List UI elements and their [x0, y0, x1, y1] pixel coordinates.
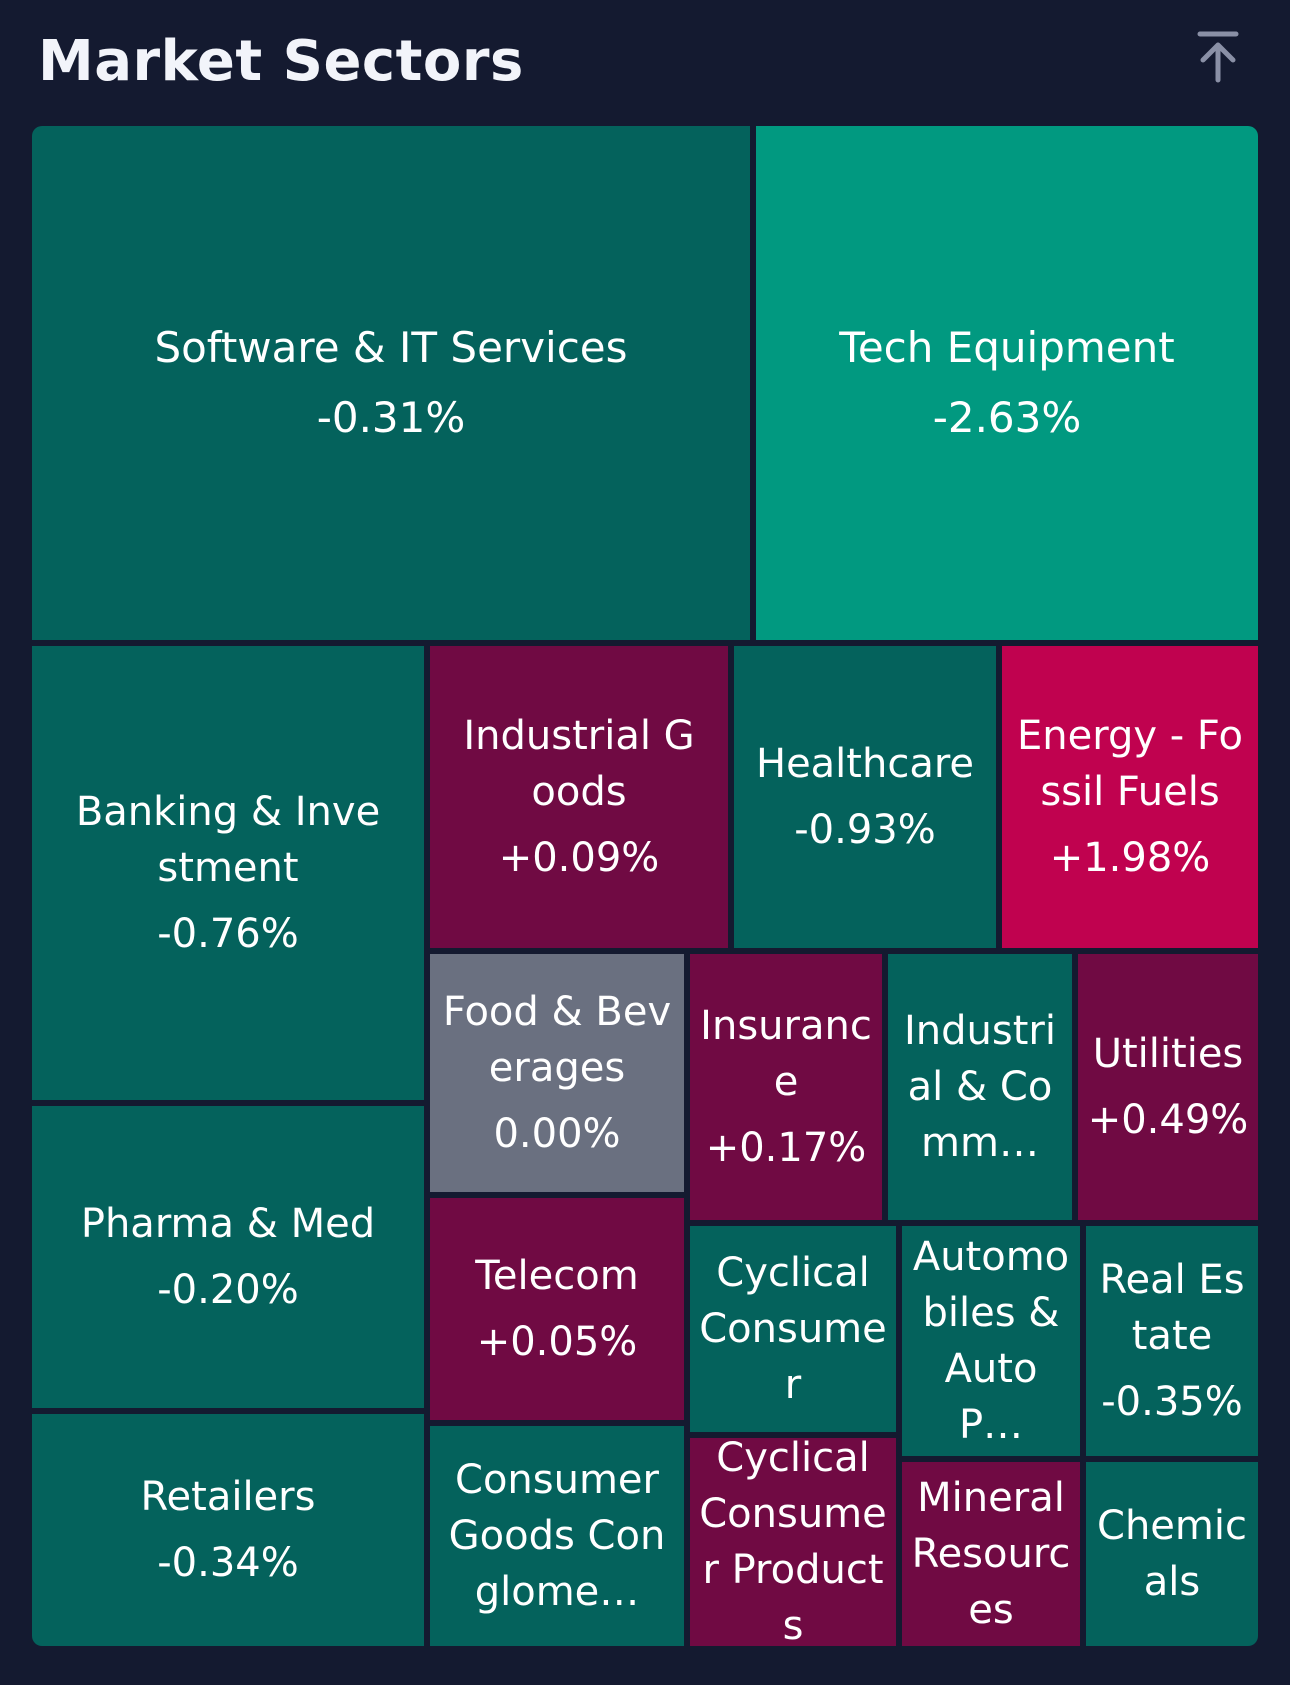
sector-change: -0.76%: [157, 911, 299, 957]
sector-name: Chemicals: [1097, 1503, 1247, 1605]
sector-name: Real Estate: [1099, 1257, 1245, 1359]
sector-name: Software & IT Services: [154, 323, 628, 372]
sector-change: +1.98%: [1049, 835, 1211, 881]
sector-tile-automobiles[interactable]: Automobiles & Auto P…: [902, 1226, 1080, 1456]
sector-change: +0.17%: [705, 1125, 867, 1171]
sector-tile-telecom[interactable]: Telecom +0.05%: [430, 1198, 684, 1420]
sector-change: +0.49%: [1087, 1097, 1249, 1143]
sector-name: Retailers: [140, 1474, 316, 1520]
sector-name: Industrial & Comm…: [904, 1008, 1056, 1166]
sector-name: Automobiles & Auto P…: [912, 1234, 1070, 1448]
sector-tile-insurance[interactable]: Insurance +0.17%: [690, 954, 882, 1220]
sector-tile-real-estate[interactable]: Real Estate -0.35%: [1086, 1226, 1258, 1456]
sector-tile-healthcare[interactable]: Healthcare -0.93%: [734, 646, 996, 948]
sector-change: -0.35%: [1101, 1379, 1243, 1425]
sector-tile-mineral[interactable]: Mineral Resources: [902, 1462, 1080, 1646]
sector-tile-utilities[interactable]: Utilities +0.49%: [1078, 954, 1258, 1220]
sector-name: Pharma & Med: [80, 1201, 376, 1247]
sector-tile-cyclical-products[interactable]: Cyclical Consumer Products: [690, 1438, 896, 1646]
sector-change: -0.31%: [316, 393, 466, 442]
sector-tile-retailers[interactable]: Retailers -0.34%: [32, 1414, 424, 1646]
sector-change: -0.20%: [157, 1267, 299, 1313]
sector-name: Mineral Resources: [911, 1475, 1071, 1633]
sector-tile-software[interactable]: Software & IT Services -0.31%: [32, 126, 750, 640]
sector-name: Food & Beverages: [442, 989, 672, 1091]
sector-name: Cyclical Consumer Products: [699, 1438, 887, 1646]
sector-change: -2.63%: [932, 393, 1082, 442]
sector-name: Telecom: [475, 1253, 639, 1299]
sector-tile-food[interactable]: Food & Beverages 0.00%: [430, 954, 684, 1192]
sector-name: Industrial Goods: [463, 713, 695, 815]
sector-tile-banking[interactable]: Banking & Investment -0.76%: [32, 646, 424, 1100]
sector-name: Energy - Fossil Fuels: [1017, 713, 1243, 815]
page-title: Market Sectors: [38, 29, 524, 94]
sector-tile-energy[interactable]: Energy - Fossil Fuels +1.98%: [1002, 646, 1258, 948]
sector-change: 0.00%: [493, 1111, 621, 1157]
sector-tile-tech-equipment[interactable]: Tech Equipment -2.63%: [756, 126, 1258, 640]
sector-change: -0.93%: [794, 807, 936, 853]
sector-name: Insurance: [700, 1003, 872, 1105]
sector-name: Banking & Investment: [75, 789, 381, 891]
sector-treemap: Software & IT Services -0.31% Tech Equip…: [32, 126, 1258, 1646]
sector-name: Tech Equipment: [839, 323, 1175, 372]
arrow-up-to-line-icon: [1197, 31, 1239, 83]
sector-tile-chemicals[interactable]: Chemicals: [1086, 1462, 1258, 1646]
sector-tile-industrial-goods[interactable]: Industrial Goods +0.09%: [430, 646, 728, 948]
sector-name: Cyclical Consumer: [699, 1250, 887, 1408]
sector-change: -0.34%: [157, 1540, 299, 1586]
sector-tile-industrial-comm[interactable]: Industrial & Comm…: [888, 954, 1072, 1220]
sector-tile-consumer-goods[interactable]: Consumer Goods Conglome…: [430, 1426, 684, 1646]
sector-name: Consumer Goods Conglome…: [448, 1457, 666, 1615]
sector-tile-pharma[interactable]: Pharma & Med -0.20%: [32, 1106, 424, 1408]
sector-name: Utilities: [1092, 1031, 1244, 1077]
sector-change: +0.09%: [498, 835, 660, 881]
scroll-to-top-button[interactable]: [1190, 26, 1246, 86]
sector-change: +0.05%: [476, 1319, 638, 1365]
sector-name: Healthcare: [755, 741, 975, 787]
sector-tile-cyclical-consumer[interactable]: Cyclical Consumer: [690, 1226, 896, 1432]
